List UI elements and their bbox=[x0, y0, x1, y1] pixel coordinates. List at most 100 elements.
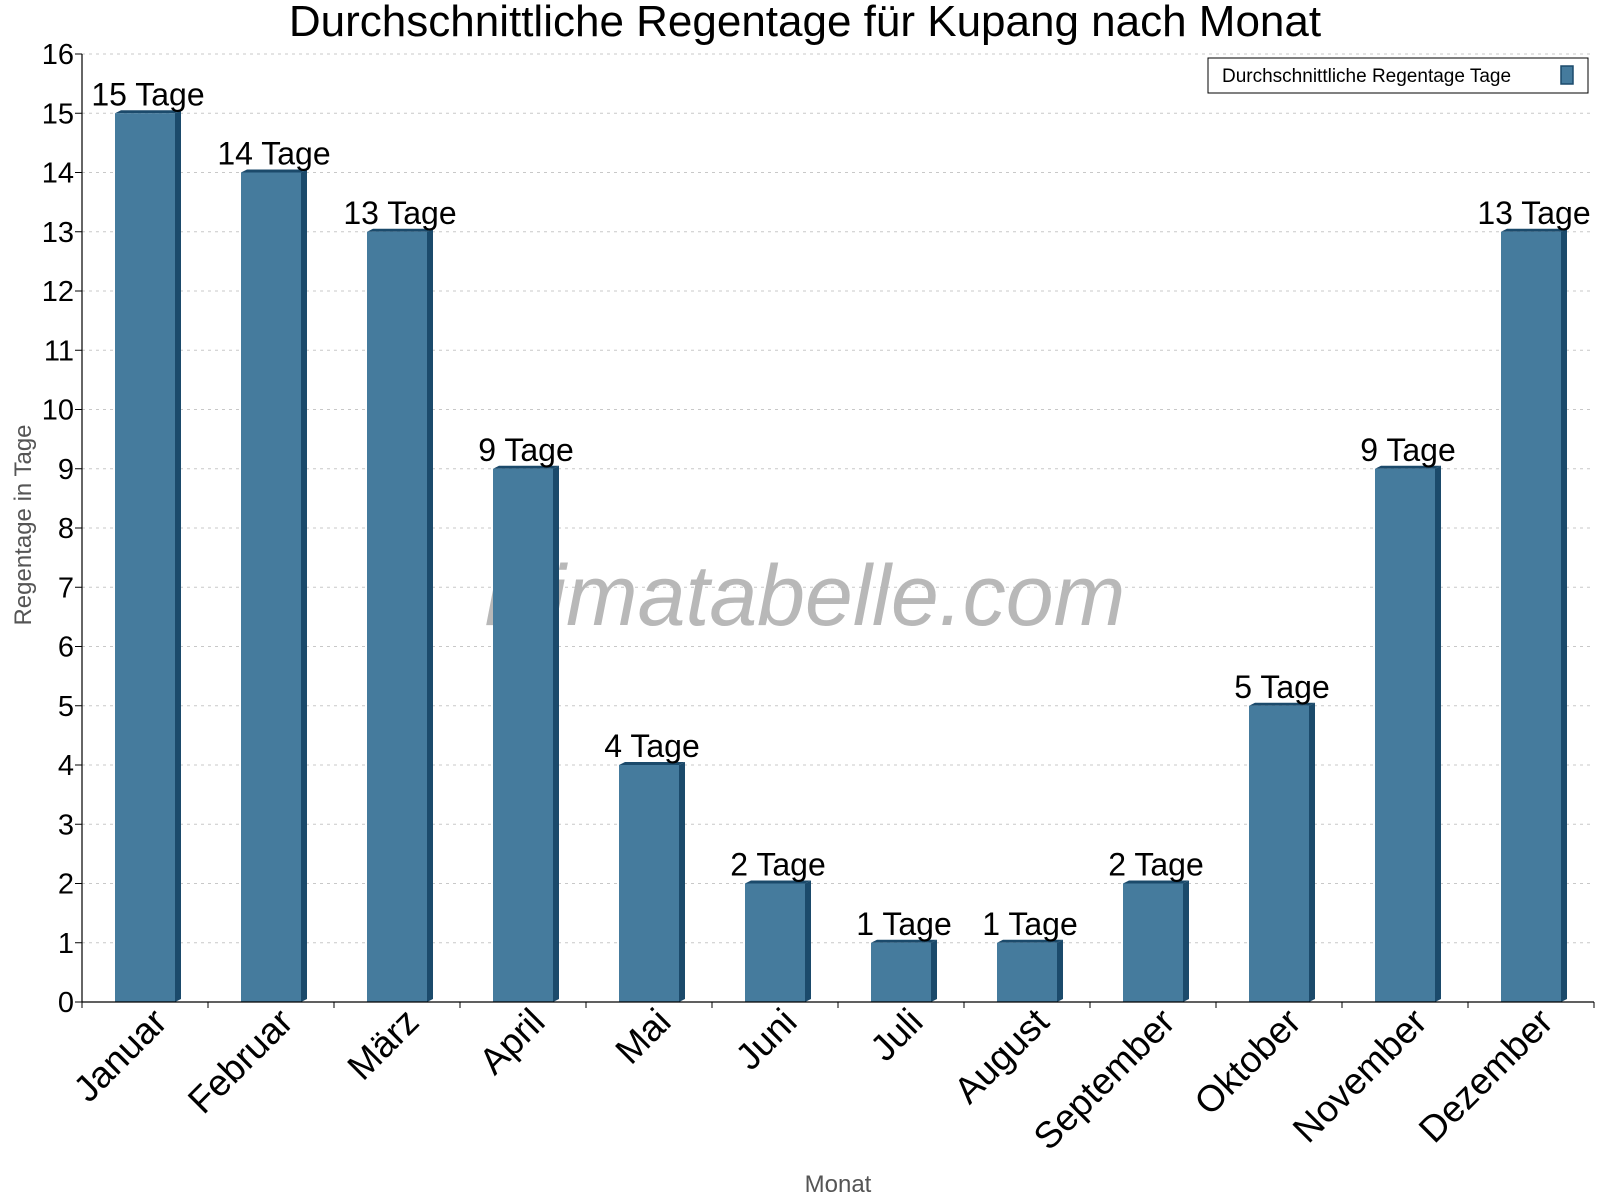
bar-top bbox=[367, 228, 433, 232]
bar-front bbox=[871, 942, 931, 1002]
bar-front bbox=[619, 765, 679, 1002]
x-tick-labels: Januar Februar März April Mai Juni Juli AugustS… bbox=[66, 1000, 1561, 1157]
data-labels: 15 Tage 14 Tage 13 Tage 9 Tage 4 Tage 2 Tage 1… bbox=[91, 76, 1590, 942]
bar bbox=[367, 228, 433, 1002]
bar-side bbox=[805, 880, 811, 1002]
axes bbox=[75, 53, 1595, 1008]
bar-front bbox=[745, 883, 805, 1002]
bar-front bbox=[997, 942, 1057, 1002]
y-tick-label: 13 bbox=[42, 217, 74, 249]
x-tick-label: Dezember bbox=[1411, 1001, 1561, 1151]
data-label: 1 Tage bbox=[982, 906, 1078, 942]
bar bbox=[871, 939, 937, 1002]
y-tick-label: 3 bbox=[58, 809, 74, 841]
bar-top bbox=[1501, 228, 1567, 232]
y-tick-label: 10 bbox=[42, 395, 74, 427]
bar bbox=[1249, 702, 1315, 1002]
bar bbox=[745, 880, 811, 1002]
bar bbox=[241, 169, 307, 1002]
bar-front bbox=[1123, 883, 1183, 1002]
bar-side bbox=[175, 110, 181, 1002]
data-label: 2 Tage bbox=[1108, 847, 1204, 883]
bar-front bbox=[493, 468, 553, 1002]
y-axis-label: Regentage in Tage bbox=[10, 424, 37, 625]
bar-side bbox=[1435, 465, 1441, 1002]
x-tick-label: April bbox=[471, 1001, 552, 1082]
bar-top bbox=[115, 110, 181, 114]
bar-top bbox=[997, 939, 1063, 943]
legend-box bbox=[1207, 57, 1589, 94]
y-tick-label: 12 bbox=[42, 276, 74, 308]
data-label: 13 Tage bbox=[343, 195, 456, 231]
bar bbox=[1375, 465, 1441, 1002]
chart-title: Durchschnittliche Regentage für Kupang n… bbox=[289, 0, 1321, 46]
bar-side bbox=[1183, 880, 1189, 1002]
y-tick-label: 2 bbox=[58, 869, 74, 901]
x-axis-label: Monat bbox=[805, 1171, 872, 1198]
data-label: 1 Tage bbox=[856, 906, 952, 942]
x-tick-label: Februar bbox=[180, 1001, 301, 1122]
bar-side bbox=[931, 939, 937, 1002]
y-tick-label: 4 bbox=[58, 750, 74, 782]
bar-top bbox=[745, 880, 811, 884]
bar-side bbox=[427, 228, 433, 1002]
bar bbox=[493, 465, 559, 1002]
legend-label: Durchschnittliche Regentage Tage bbox=[1222, 66, 1511, 87]
bar-top bbox=[1123, 880, 1189, 884]
y-tick-label: 14 bbox=[42, 158, 74, 190]
bar-side bbox=[1309, 702, 1315, 1002]
bar-side bbox=[553, 465, 559, 1002]
data-label: 14 Tage bbox=[217, 136, 330, 172]
legend: Durchschnittliche Regentage Tage bbox=[1207, 57, 1589, 94]
grid-lines bbox=[82, 53, 1594, 944]
y-tick-label: 1 bbox=[58, 928, 74, 960]
bar-top bbox=[619, 762, 685, 765]
bar-top bbox=[871, 939, 937, 943]
data-label: 9 Tage bbox=[478, 432, 574, 468]
bar bbox=[997, 939, 1063, 1002]
data-label: 13 Tage bbox=[1477, 195, 1590, 231]
legend-swatch bbox=[1560, 65, 1574, 85]
x-tick-label: Oktober bbox=[1187, 1001, 1309, 1123]
y-tick-label: 11 bbox=[44, 335, 74, 367]
data-label: 2 Tage bbox=[730, 847, 826, 883]
bars bbox=[115, 110, 1567, 1002]
x-tick-label: Juni bbox=[728, 1001, 805, 1078]
y-tick-label: 6 bbox=[58, 632, 74, 664]
bar-side bbox=[301, 169, 307, 1002]
bar-side bbox=[679, 762, 685, 1002]
bar bbox=[619, 762, 685, 1002]
bar-top bbox=[1249, 702, 1315, 706]
bar-side bbox=[1057, 939, 1063, 1002]
y-tick-label: 8 bbox=[58, 513, 74, 545]
bar-side bbox=[1561, 228, 1567, 1002]
x-tick-label: Juli bbox=[862, 1001, 930, 1069]
bar bbox=[1501, 228, 1567, 1002]
x-tick-label: November bbox=[1285, 1001, 1435, 1151]
bar-front bbox=[1375, 468, 1435, 1002]
y-tick-label: 9 bbox=[58, 454, 74, 486]
bar-front bbox=[1501, 231, 1561, 1002]
bar bbox=[1123, 880, 1189, 1002]
bar-front bbox=[1249, 705, 1309, 1002]
y-tick-label: 0 bbox=[58, 987, 74, 1019]
bar-top bbox=[241, 169, 307, 173]
bar-top bbox=[493, 465, 559, 469]
bar-front bbox=[367, 231, 427, 1002]
y-tick-label: 15 bbox=[42, 98, 74, 130]
y-tick-label: 7 bbox=[58, 572, 74, 604]
y-tick-label: 5 bbox=[58, 691, 74, 723]
data-label: 9 Tage bbox=[1360, 432, 1456, 468]
bar-top bbox=[1375, 465, 1441, 469]
y-tick-label: 16 bbox=[42, 39, 74, 71]
data-label: 5 Tage bbox=[1234, 669, 1330, 705]
watermark: klimatabelle.com bbox=[485, 548, 1125, 644]
bar-front bbox=[241, 172, 301, 1002]
x-tick-label: August bbox=[946, 1000, 1057, 1111]
bar bbox=[115, 110, 181, 1002]
data-label: 15 Tage bbox=[91, 76, 204, 112]
x-tick-label: März bbox=[340, 1001, 427, 1088]
bar-front bbox=[115, 113, 175, 1002]
x-tick-label: Januar bbox=[66, 1001, 175, 1110]
